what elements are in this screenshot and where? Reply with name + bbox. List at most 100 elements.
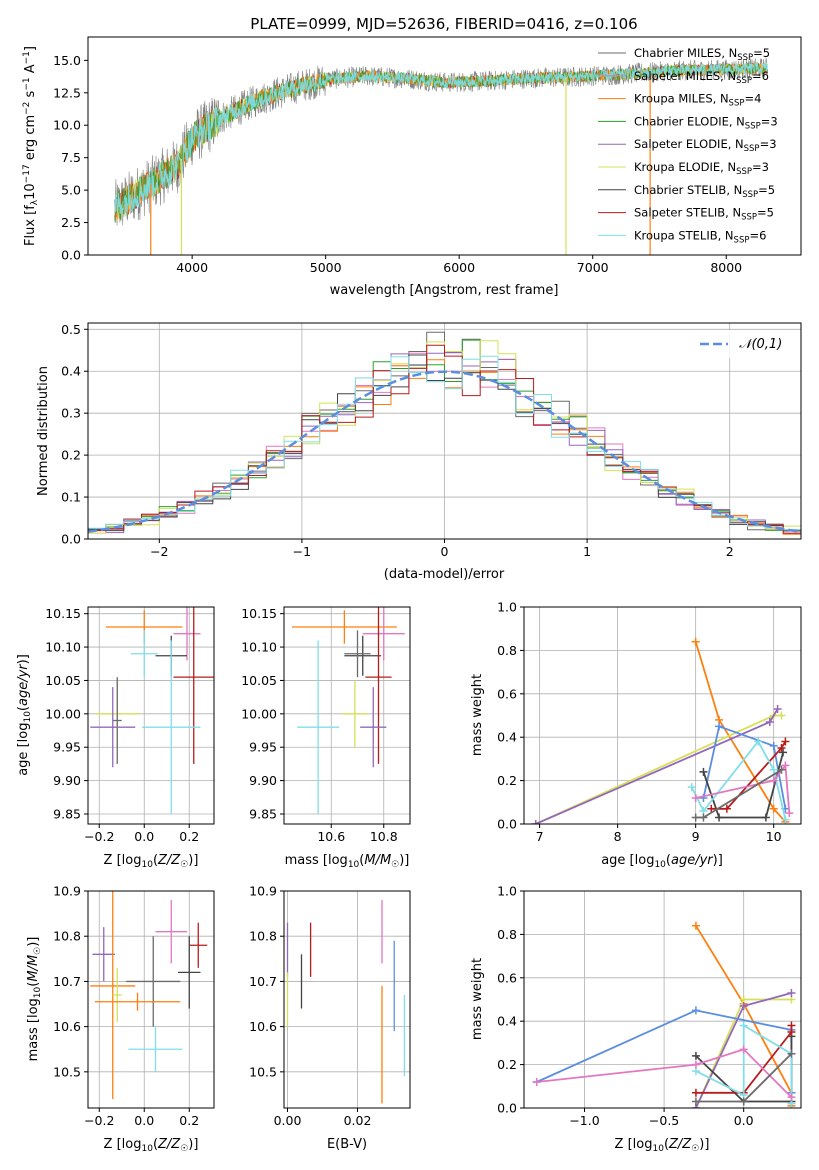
x-axis-label: wavelength [Angstrom, rest frame] [330, 283, 559, 298]
x-tick-label: 9 [692, 829, 700, 844]
legend-entry: 𝒩(0,1) [739, 337, 782, 352]
y-tick-label: 12.5 [53, 85, 81, 100]
model-spectrum-line [114, 61, 768, 219]
weight-marker [777, 711, 786, 720]
legend-entry: Chabrier ELODIE, NSSP=3 [634, 114, 778, 131]
weight-line [702, 725, 787, 809]
y-tick-label: 9.90 [53, 773, 81, 788]
x-tick-label: 0.00 [274, 1113, 302, 1128]
weight-marker [532, 1077, 541, 1086]
y-tick-label: 0.4 [497, 730, 517, 745]
y-tick-label: 10.05 [241, 673, 277, 688]
plot-area [88, 331, 801, 539]
y-tick-label: 10.8 [53, 929, 81, 944]
legend-entry: Chabrier MILES, NSSP=5 [634, 46, 770, 63]
x-tick-label: 8 [614, 829, 622, 844]
x-tick-label: −0.2 [84, 1113, 114, 1128]
plot-area [114, 57, 768, 255]
plot-area [90, 607, 214, 814]
y-tick-label: 15.0 [53, 53, 81, 68]
x-tick-label: 7 [536, 829, 544, 844]
weight-marker [765, 718, 774, 727]
normal-curve [88, 370, 801, 533]
y-tick-label: 0.0 [61, 532, 81, 547]
y-axis-label: mass weight [470, 958, 485, 1040]
y-tick-label: 0.3 [61, 406, 81, 421]
y-tick-label: 0.1 [61, 490, 81, 505]
x-tick-label: −1 [293, 544, 311, 559]
x-tick-label: 0 [441, 544, 449, 559]
y-tick-label: 0.6 [497, 686, 517, 701]
weight-line [694, 641, 787, 823]
x-tick-label: 5000 [310, 260, 342, 275]
weight-marker [781, 737, 790, 746]
y-tick-label: 10.15 [241, 606, 277, 621]
y-tick-label: 10.00 [45, 706, 81, 721]
y-tick-label: 10.9 [53, 884, 81, 899]
y-tick-label: 0.5 [61, 322, 81, 337]
y-tick-label: 9.85 [249, 806, 277, 821]
y-tick-label: 10.6 [53, 1019, 81, 1034]
weight-marker [715, 813, 724, 822]
weight-marker [531, 820, 540, 824]
y-tick-label: 7.5 [61, 150, 81, 165]
axes-spectrum: 4000 5000 6000 7000 8000 0.0 2.5 5.0 7.5 10.0 12.5… [53, 36, 802, 275]
y-tick-label: 0.2 [61, 448, 81, 463]
y-axis-label: age [log10(age/yr)] [16, 654, 33, 776]
weight-marker [707, 804, 716, 813]
weight-marker [779, 748, 788, 757]
weight-marker [739, 1021, 748, 1030]
x-axis-label: E(B-V) [327, 1137, 367, 1152]
legend-entry: Salpeter ELODIE, NSSP=3 [634, 137, 777, 154]
legend-entry: Salpeter STELIB, NSSP=5 [634, 206, 774, 223]
y-tick-label: 0.8 [497, 927, 517, 942]
axes-age_vs_Z: −0.2 0.0 0.2 9.85 9.90 9.95 10.00 10.05 10.10 10.… [45, 606, 215, 844]
weight-line [702, 752, 784, 819]
axes-residuals: −2 −1 0 1 2 0.0 0.1 0.2 0.3 0.4 0.5 [61, 322, 802, 559]
x-tick-label: 7000 [577, 260, 609, 275]
y-axis-label: mass [log10(M/M☉)] [26, 937, 43, 1062]
y-tick-label: 9.90 [249, 773, 277, 788]
y-axis-label: Flux [fλ10−17 erg cm−2 s−1 A−1] [22, 46, 40, 246]
x-tick-label: −0.2 [84, 829, 114, 844]
weight-marker [781, 815, 790, 824]
x-axis-label: Z [log10(Z/Z☉)] [104, 853, 199, 870]
weight-marker [739, 1045, 748, 1054]
y-tick-label: 0.6 [497, 970, 517, 985]
x-tick-label: 0.0 [134, 829, 154, 844]
weight-marker [699, 767, 708, 776]
y-tick-label: 1.0 [497, 600, 517, 615]
weight-marker [781, 761, 790, 770]
weight-line [536, 1048, 793, 1098]
weight-marker [699, 793, 708, 802]
weight-marker [787, 1021, 796, 1030]
axes-age_vs_mass: 10.6 10.8 9.85 9.90 9.95 10.00 10.05 10.10 10.15 [241, 606, 411, 844]
y-tick-label: 10.10 [241, 640, 277, 655]
axes-frame [87, 890, 215, 1109]
weight-marker [691, 813, 700, 822]
x-tick-label: 6000 [443, 260, 475, 275]
y-tick-label: 10.5 [249, 1064, 277, 1079]
y-tick-label: 10.7 [249, 974, 277, 989]
weight-marker [754, 737, 763, 746]
y-tick-label: 10.00 [241, 706, 277, 721]
axes-frame [283, 890, 411, 1109]
weight-marker [739, 1002, 748, 1011]
weight-marker [691, 637, 700, 646]
x-tick-label: 10.8 [370, 829, 398, 844]
x-tick-label: 0.2 [179, 1113, 199, 1128]
weight-marker [787, 1049, 796, 1058]
axes-mass_vs_Z: −0.2 0.0 0.2 10.5 10.6 10.7 10.8 10.9 [53, 884, 215, 1128]
y-tick-label: 9.95 [53, 740, 81, 755]
y-tick-label: 10.9 [249, 884, 277, 899]
axes-weight_vs_age: 7 8 9 10 0.0 0.2 0.4 0.6 0.8 1.0 [497, 600, 802, 844]
y-tick-label: 9.85 [53, 806, 81, 821]
x-axis-label: (data-model)/error [384, 567, 505, 582]
weight-marker [769, 741, 778, 750]
chart-title: PLATE=0999, MJD=52636, FIBERID=0416, z=0… [250, 15, 637, 33]
y-axis-label: mass weight [470, 674, 485, 756]
x-tick-label: −0.5 [649, 1113, 679, 1128]
y-tick-label: 10.5 [53, 1064, 81, 1079]
y-tick-label: 0.4 [497, 1014, 517, 1029]
